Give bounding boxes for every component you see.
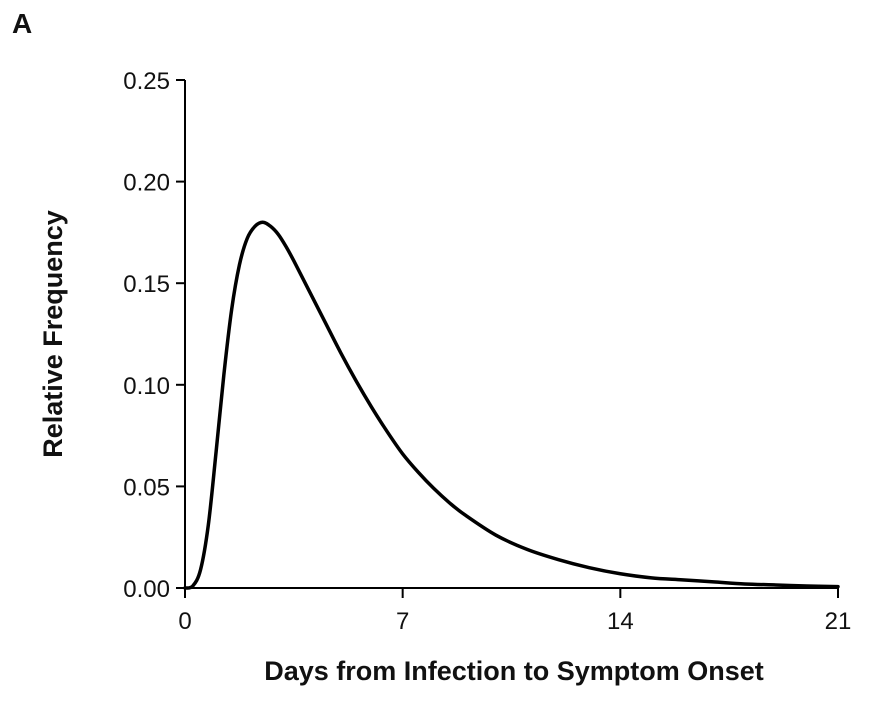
- y-tick-label: 0.20: [123, 170, 170, 197]
- axes: 0.00 0.05 0.10 0.15 0.20 0.25 0 7 14 21: [123, 68, 851, 635]
- x-tick-label: 14: [607, 608, 634, 635]
- series-line-0: [183, 220, 840, 590]
- y-axis-label: Relative Frequency: [38, 210, 68, 458]
- y-tick-label: 0.05: [123, 474, 170, 501]
- y-tick-label: 0.10: [123, 373, 170, 400]
- series-layer: [183, 220, 840, 590]
- y-tick-label: 0.25: [123, 68, 170, 95]
- x-tick-label: 7: [396, 608, 409, 635]
- x-tick-label: 21: [825, 608, 852, 635]
- panel-label: A: [12, 8, 33, 39]
- x-tick-label: 0: [178, 608, 191, 635]
- x-axis-label: Days from Infection to Symptom Onset: [264, 656, 764, 686]
- y-tick-label: 0.00: [123, 576, 170, 603]
- y-tick-label: 0.15: [123, 271, 170, 298]
